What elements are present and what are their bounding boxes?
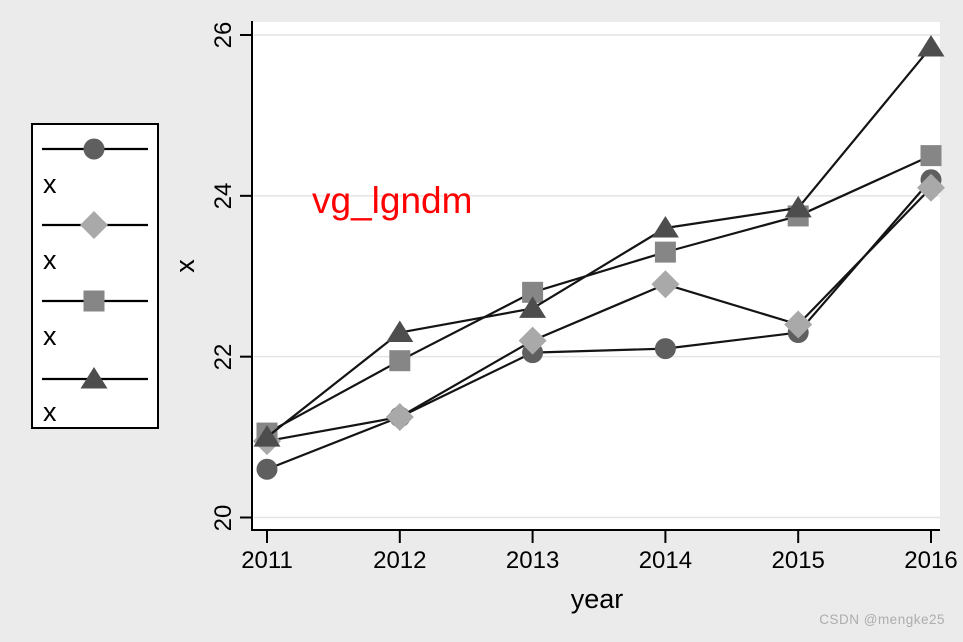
x-axis-title: year <box>570 584 624 614</box>
legend-entry-label: x <box>43 321 57 351</box>
legend-symbol-triangle <box>42 367 148 389</box>
plot-area <box>253 22 940 529</box>
x-tick-label: 2015 <box>771 547 825 574</box>
x-tick-label: 2016 <box>904 547 958 574</box>
y-tick-label: 24 <box>210 182 237 210</box>
y-axis-title: x <box>170 259 200 273</box>
circle-marker-icon <box>256 458 278 480</box>
x-tick-label: 2011 <box>241 547 293 574</box>
x-tick-label: 2013 <box>505 547 560 574</box>
y-tick-label: 22 <box>210 343 237 371</box>
circle-marker-icon <box>83 138 105 160</box>
triangle-marker-icon <box>519 296 547 318</box>
legend-box: x x x x <box>31 123 159 429</box>
square-marker-icon <box>920 145 942 167</box>
series-triangle-line <box>266 46 932 438</box>
diamond-marker-icon <box>651 270 680 299</box>
series-diamond <box>253 173 945 456</box>
circle-marker-icon <box>654 338 676 360</box>
legend-symbol-square <box>42 290 148 312</box>
triangle-marker-icon <box>784 195 812 218</box>
series-diamond-line <box>266 187 932 443</box>
tick-marks <box>240 33 932 543</box>
triangle-marker-icon <box>386 320 414 343</box>
legend-symbol-circle <box>42 138 148 160</box>
square-marker-icon <box>83 290 105 312</box>
square-marker-icon <box>389 350 411 372</box>
series-triangle <box>253 35 945 447</box>
diamond-marker-icon <box>518 326 547 355</box>
diamond-marker-icon <box>385 402 414 431</box>
legend-entry-label: x <box>43 169 57 199</box>
gridlines <box>254 34 940 519</box>
legend-symbol-diamond <box>42 211 148 239</box>
series-circle-line <box>266 179 932 471</box>
diamond-marker-icon <box>917 173 945 202</box>
annotation-text: vg_lgndm <box>312 180 473 221</box>
y-tick-label: 20 <box>210 504 237 531</box>
diamond-marker-icon <box>784 310 813 339</box>
legend-entry-label: x <box>43 245 57 275</box>
x-tick-label: 2012 <box>373 547 427 574</box>
series-square-line <box>266 154 932 435</box>
diamond-marker-icon <box>80 211 108 239</box>
y-tick-label: 26 <box>210 21 237 49</box>
triangle-marker-icon <box>253 425 281 447</box>
triangle-marker-icon <box>80 367 108 389</box>
triangle-marker-icon <box>651 215 679 238</box>
triangle-marker-icon <box>917 35 945 57</box>
legend-entry-label: x <box>43 397 57 427</box>
x-tick-label: 2014 <box>638 547 693 574</box>
square-marker-icon <box>654 241 676 263</box>
watermark-text: CSDN @mengke25 <box>819 612 945 627</box>
square-marker-icon <box>522 281 544 303</box>
